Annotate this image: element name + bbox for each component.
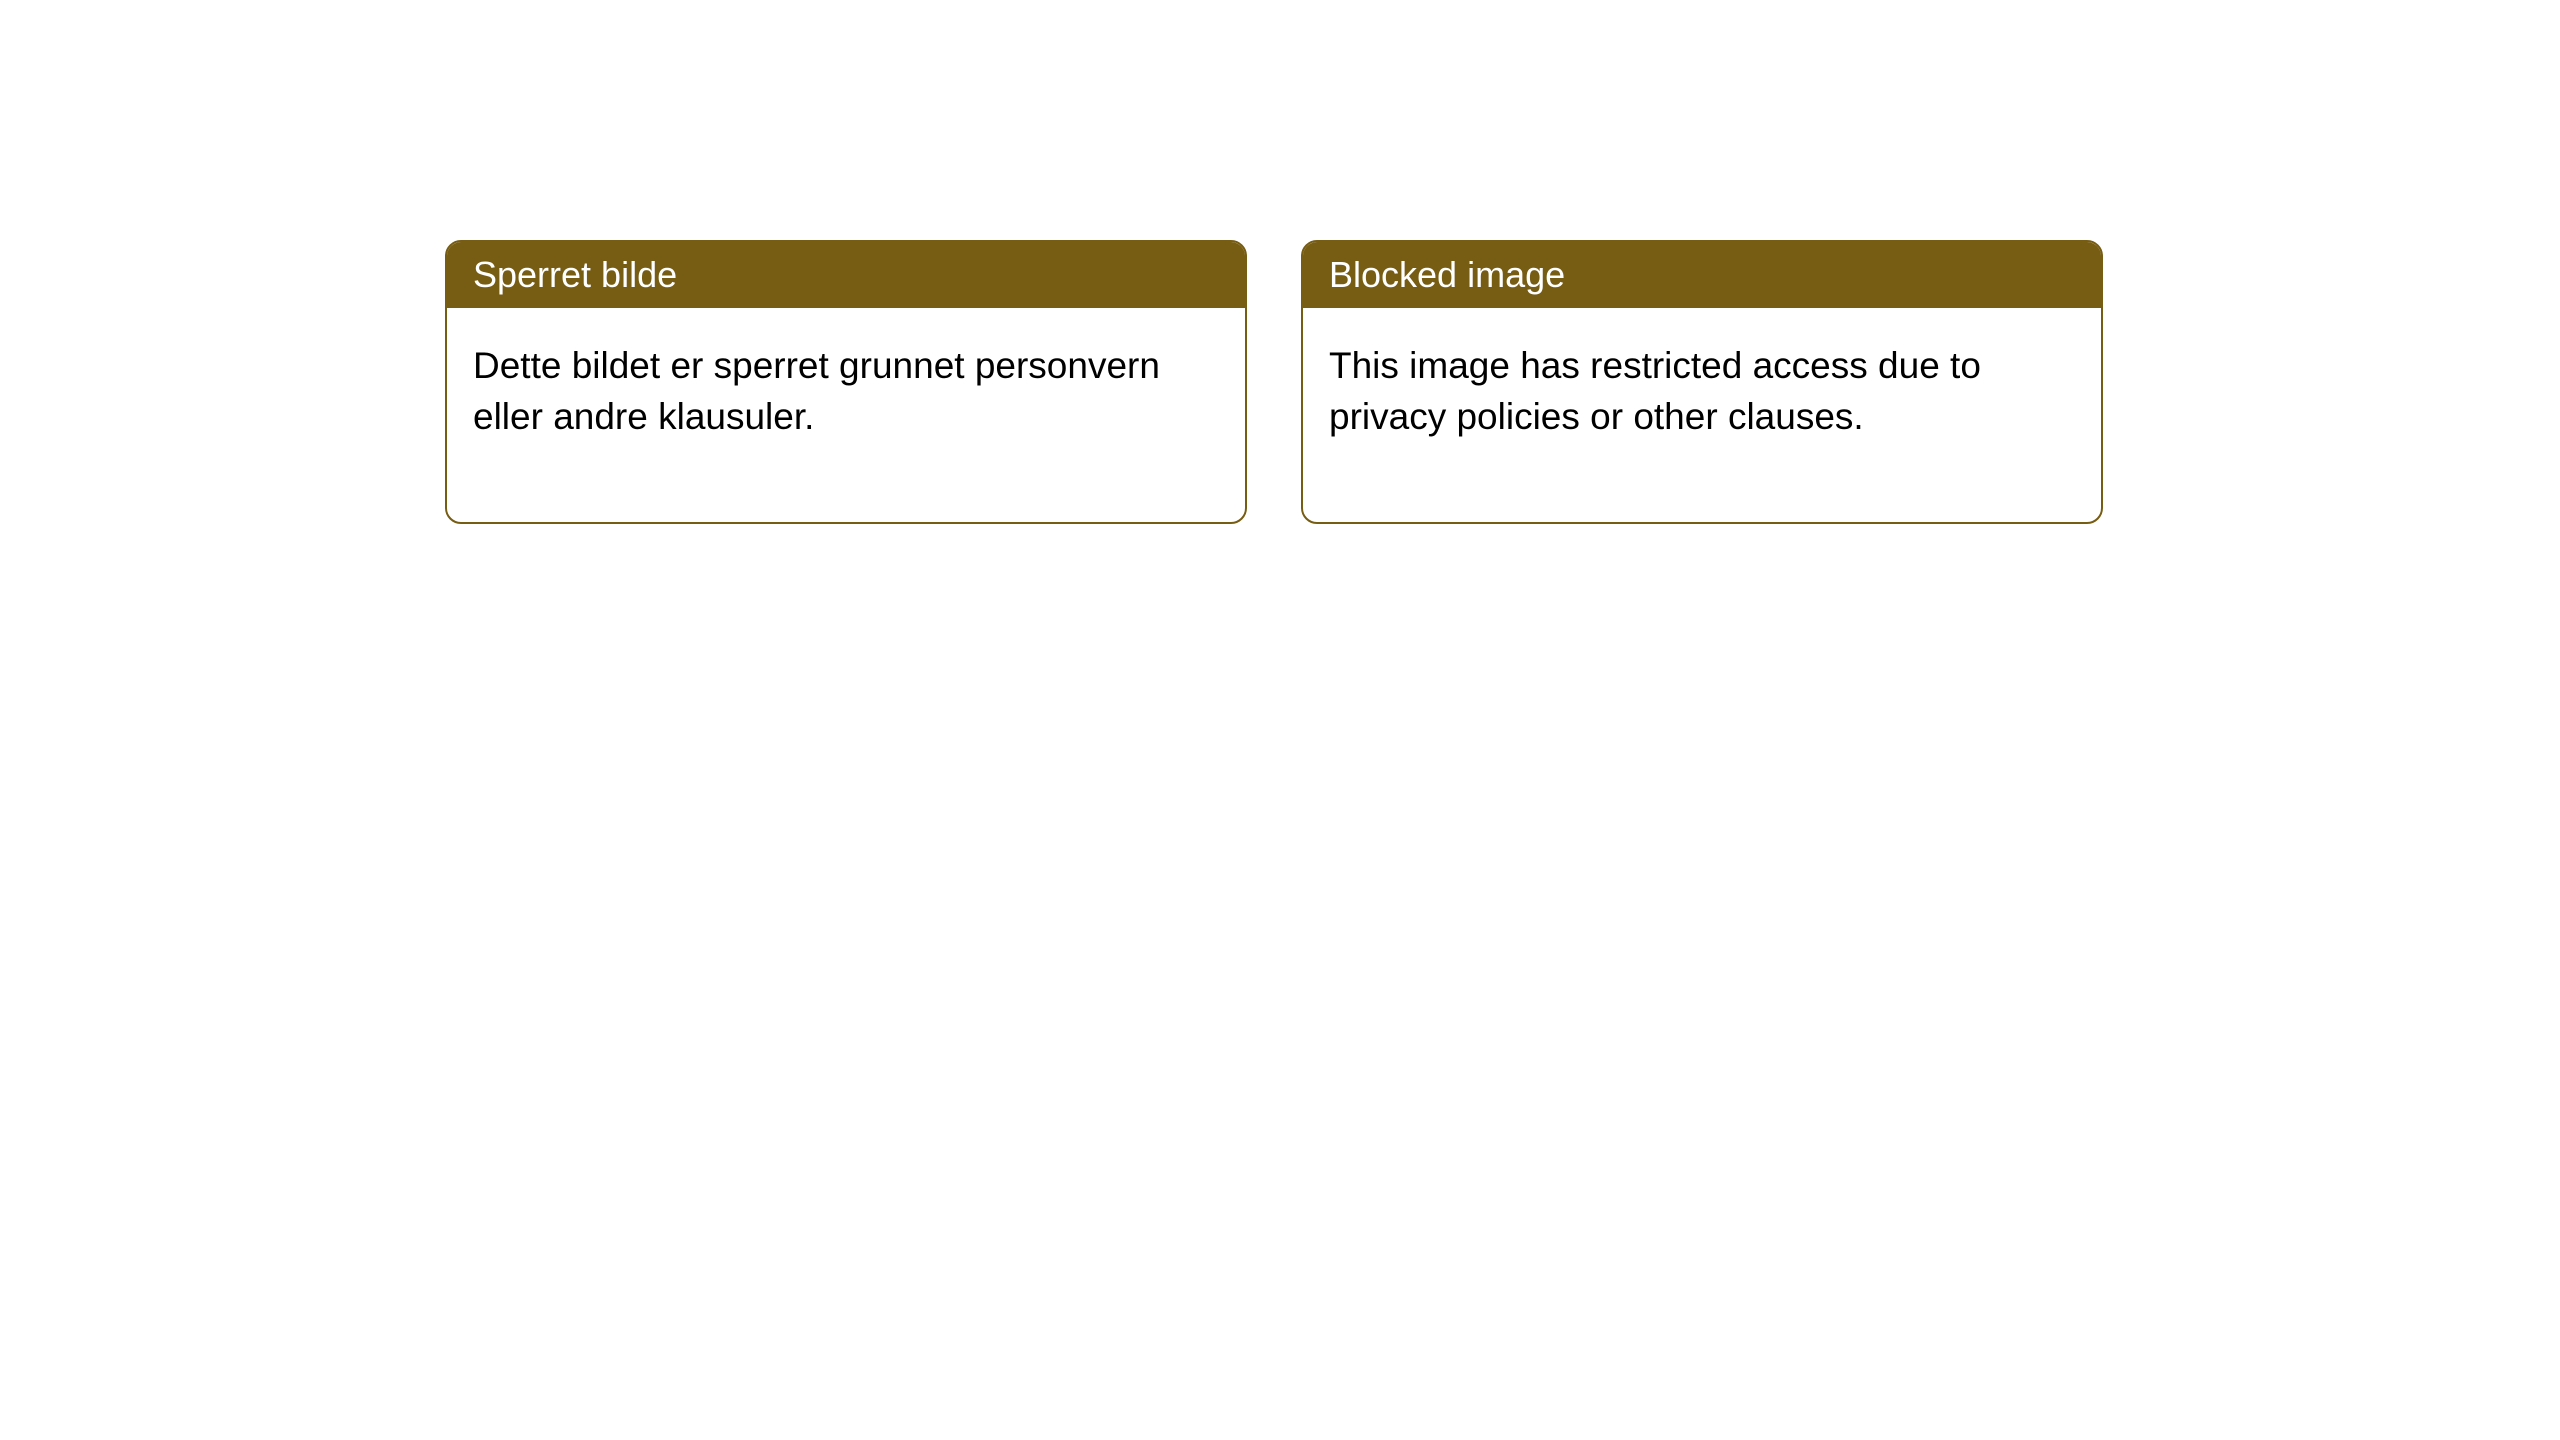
card-body-text: Dette bildet er sperret grunnet personve…: [473, 345, 1160, 437]
card-body: This image has restricted access due to …: [1303, 308, 2101, 522]
card-title: Blocked image: [1329, 254, 1565, 295]
blocked-image-card-norwegian: Sperret bilde Dette bildet er sperret gr…: [445, 240, 1247, 524]
card-title: Sperret bilde: [473, 254, 677, 295]
blocked-image-card-english: Blocked image This image has restricted …: [1301, 240, 2103, 524]
card-header: Sperret bilde: [447, 242, 1245, 308]
card-header: Blocked image: [1303, 242, 2101, 308]
card-body: Dette bildet er sperret grunnet personve…: [447, 308, 1245, 522]
card-body-text: This image has restricted access due to …: [1329, 345, 1981, 437]
card-container: Sperret bilde Dette bildet er sperret gr…: [0, 0, 2560, 524]
